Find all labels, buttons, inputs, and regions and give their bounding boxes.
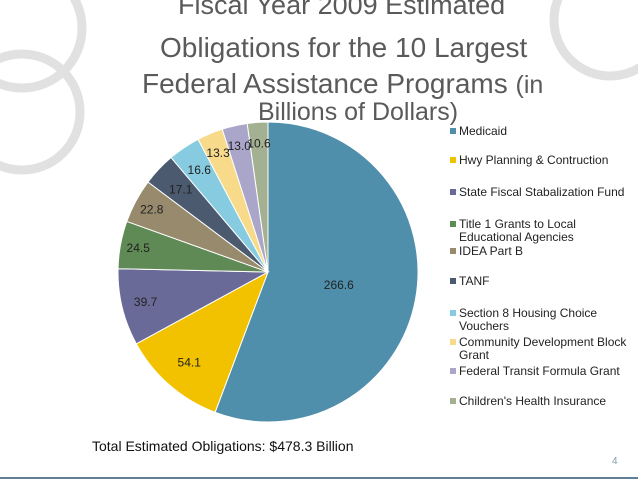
legend-label: Section 8 Housing Choice Vouchers bbox=[459, 306, 598, 333]
legend-label: TANF bbox=[459, 274, 490, 288]
pie-data-labels: 266.6 54.1 39.7 24.5 22.8 17.1 16.6 13.313.010.… bbox=[127, 136, 355, 369]
legend-swatch bbox=[450, 157, 456, 163]
pie-data-label-5: 22.8 bbox=[140, 203, 164, 217]
legend-item: TANF bbox=[450, 275, 635, 288]
pie-data-label-9: 13.0 bbox=[228, 139, 252, 153]
pie-data-label-4: 24.5 bbox=[127, 241, 151, 255]
title-line-1: Fiscal Year 2009 Estimated bbox=[178, 0, 506, 20]
legend-swatch bbox=[450, 278, 456, 284]
legend-label: IDEA Part B bbox=[459, 244, 524, 258]
legend-label: Hwy Planning & Contruction bbox=[459, 153, 609, 167]
legend-item: Title 1 Grants to Local Educational Agen… bbox=[450, 218, 635, 244]
decorative-circles bbox=[0, 0, 638, 175]
legend-swatch bbox=[450, 398, 456, 404]
pie-data-label-1: 266.6 bbox=[324, 278, 354, 292]
pie-data-label-2: 54.1 bbox=[178, 356, 202, 370]
pie-data-label-3: 39.7 bbox=[134, 295, 158, 309]
pie-slice-2 bbox=[135, 270, 269, 413]
legend-label: Title 1 Grants to Local Educational Agen… bbox=[459, 217, 576, 244]
legend-swatch bbox=[450, 221, 456, 227]
title-line-3-main: Federal Assistance Programs bbox=[142, 68, 508, 99]
legend-swatch bbox=[450, 339, 456, 345]
total-obligations-note: Total Estimated Obligations: $478.3 Bill… bbox=[92, 438, 354, 454]
legend-item: State Fiscal Stabalization Fund bbox=[450, 186, 635, 199]
legend-item: Children's Health Insurance bbox=[450, 395, 635, 408]
title-line-4: Billions of Dollars) bbox=[258, 98, 459, 126]
pie-slices bbox=[117, 121, 419, 423]
title-line-3: Federal Assistance Programs (in bbox=[142, 68, 543, 100]
title-line-2: Obligations for the 10 Largest bbox=[160, 32, 528, 63]
pie-data-label-10: 10.6 bbox=[247, 136, 271, 150]
legend-swatch bbox=[450, 248, 456, 254]
legend-item: Section 8 Housing Choice Vouchers bbox=[450, 307, 635, 333]
legend-swatch bbox=[450, 310, 456, 316]
legend-item: Federal Transit Formula Grant bbox=[450, 365, 635, 378]
legend-swatch bbox=[450, 189, 456, 195]
pie-data-label-7: 16.6 bbox=[188, 163, 212, 177]
legend-label: Children's Health Insurance bbox=[459, 394, 607, 408]
legend-item: Hwy Planning & Contruction bbox=[450, 154, 635, 167]
legend-swatch bbox=[450, 368, 456, 374]
title-paren: (in bbox=[515, 71, 544, 99]
legend-item: IDEA Part B bbox=[450, 245, 635, 258]
legend-item: Community Development Block Grant bbox=[450, 336, 635, 362]
legend-label: Medicaid bbox=[459, 124, 508, 138]
legend-label: State Fiscal Stabalization Fund bbox=[459, 185, 625, 199]
legend-label: Community Development Block Grant bbox=[459, 335, 627, 362]
page-number: 4 bbox=[612, 456, 618, 467]
pie-data-label-8: 13.3 bbox=[206, 146, 230, 160]
legend-label: Federal Transit Formula Grant bbox=[459, 364, 620, 378]
pie-data-label-6: 17.1 bbox=[169, 183, 193, 197]
legend-item: Medicaid bbox=[450, 125, 635, 138]
pie-slice-10 bbox=[246, 121, 269, 273]
pie-slice-1 bbox=[214, 121, 419, 423]
legend-swatch bbox=[450, 128, 456, 134]
